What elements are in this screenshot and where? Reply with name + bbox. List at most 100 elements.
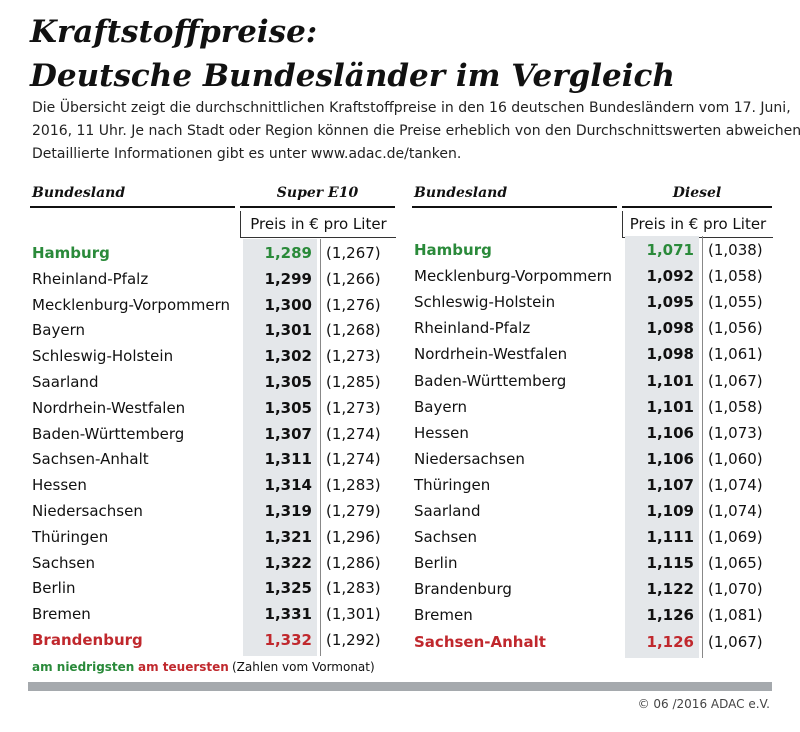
price: 1,289 <box>264 244 312 262</box>
price: 1,331 <box>264 605 312 624</box>
previous-price: (1,081) <box>708 606 763 625</box>
header-rule <box>240 206 395 208</box>
price: 1,299 <box>264 269 312 288</box>
previous-price: (1,292) <box>326 631 381 649</box>
state-name: Rheinland-Pfalz <box>414 319 531 338</box>
header-rule <box>622 206 772 208</box>
previous-price: (1,276) <box>326 295 381 314</box>
previous-price: (1,273) <box>326 398 381 417</box>
header-rule <box>30 206 235 208</box>
state-name: Schleswig-Holstein <box>414 293 556 312</box>
fuel-header: Diesel <box>672 185 722 201</box>
state-name: Hessen <box>32 476 87 495</box>
state-name: Sachsen <box>32 553 96 572</box>
price: 1,106 <box>646 449 694 468</box>
price: 1,302 <box>264 347 312 366</box>
price: 1,095 <box>646 293 694 312</box>
price: 1,305 <box>264 398 312 417</box>
state-name: Baden-Württemberg <box>414 371 567 390</box>
previous-price: (1,073) <box>708 423 763 442</box>
state-name: Brandenburg <box>414 580 512 599</box>
price: 1,071 <box>646 241 694 259</box>
state-name: Bayern <box>414 397 467 416</box>
previous-price: (1,067) <box>708 632 763 651</box>
previous-price: (1,296) <box>326 527 381 546</box>
state-name: Hessen <box>414 423 469 442</box>
price: 1,101 <box>646 397 694 416</box>
price: 1,098 <box>646 345 694 364</box>
previous-price: (1,285) <box>326 373 381 391</box>
state-name: Saarland <box>414 502 481 520</box>
intro: 2016, 11 Uhr. Je nach Stadt oder Region … <box>32 123 800 139</box>
state-name: Brandenburg <box>32 631 143 649</box>
previous-price: (1,061) <box>708 345 763 364</box>
previous-price: (1,069) <box>708 528 763 547</box>
state-name: Niedersachsen <box>414 449 525 468</box>
state-name: Rheinland-Pfalz <box>32 269 149 288</box>
state-name: Mecklenburg-Vorpommern <box>414 267 612 286</box>
previous-price: (1,074) <box>708 475 763 494</box>
state-name: Thüringen <box>32 527 109 546</box>
price: 1,332 <box>264 631 312 649</box>
state-name: Sachsen-Anhalt <box>414 632 546 651</box>
price-column <box>243 239 317 656</box>
state-name: Hamburg <box>32 244 110 262</box>
state-name: Bremen <box>414 606 473 625</box>
legend-note: (Zahlen vom Vormonat) <box>232 660 375 674</box>
price: 1,101 <box>646 371 694 390</box>
previous-price: (1,301) <box>326 605 381 624</box>
state-name: Baden-Württemberg <box>32 424 185 443</box>
price: 1,115 <box>646 554 694 573</box>
previous-price: (1,060) <box>708 449 763 468</box>
previous-price: (1,058) <box>708 397 763 416</box>
previous-price: (1,038) <box>708 241 763 259</box>
price: 1,111 <box>646 528 694 547</box>
previous-price: (1,283) <box>326 476 381 495</box>
legend-lowest: am niedrigsten <box>32 660 135 674</box>
previous-price: (1,283) <box>326 579 381 598</box>
previous-price: (1,065) <box>708 554 763 573</box>
state-name: Schleswig-Holstein <box>32 347 174 366</box>
state-name: Mecklenburg-Vorpommern <box>32 295 230 314</box>
intro: Die Übersicht zeigt die durchschnittlich… <box>32 100 791 116</box>
price: 1,106 <box>646 423 694 442</box>
state-name: Nordrhein-Westfalen <box>32 398 186 417</box>
price: 1,107 <box>646 475 694 494</box>
column-header: Bundesland <box>32 185 126 201</box>
price: 1,321 <box>264 527 312 546</box>
price: 1,319 <box>264 502 312 520</box>
state-name: Thüringen <box>414 475 491 494</box>
previous-price: (1,274) <box>326 450 381 469</box>
state-name: Nordrhein-Westfalen <box>414 345 568 364</box>
column-divider <box>702 236 703 658</box>
title: Deutsche Bundesländer im Vergleich <box>30 58 675 94</box>
state-name: Bayern <box>32 321 85 340</box>
intro: Detaillierte Informationen gibt es unter… <box>32 146 462 162</box>
state-name: Sachsen <box>414 528 478 547</box>
price: 1,109 <box>646 502 694 520</box>
price: 1,126 <box>646 606 694 625</box>
previous-price: (1,286) <box>326 553 381 572</box>
column-header: Bundesland <box>414 185 508 201</box>
previous-price: (1,268) <box>326 321 381 340</box>
previous-price: (1,067) <box>708 371 763 390</box>
state-name: Hamburg <box>414 241 492 259</box>
previous-price: (1,274) <box>326 424 381 443</box>
price: 1,301 <box>264 321 312 340</box>
previous-price: (1,070) <box>708 580 763 599</box>
price: 1,305 <box>264 373 312 391</box>
copyright: © 06 /2016 ADAC e.V. <box>637 697 770 711</box>
previous-price: (1,055) <box>708 293 763 312</box>
previous-price: (1,267) <box>326 244 381 262</box>
price: 1,092 <box>646 267 694 286</box>
title: Kraftstoffpreise: <box>30 14 318 50</box>
state-name: Sachsen-Anhalt <box>32 450 149 469</box>
price-column <box>625 236 699 658</box>
fuel-header: Super E10 <box>276 185 359 201</box>
state-name: Berlin <box>32 579 76 598</box>
unit-label: Preis in € pro Liter <box>622 211 773 238</box>
state-name: Berlin <box>414 554 458 573</box>
price: 1,300 <box>264 295 312 314</box>
previous-price: (1,074) <box>708 502 763 520</box>
